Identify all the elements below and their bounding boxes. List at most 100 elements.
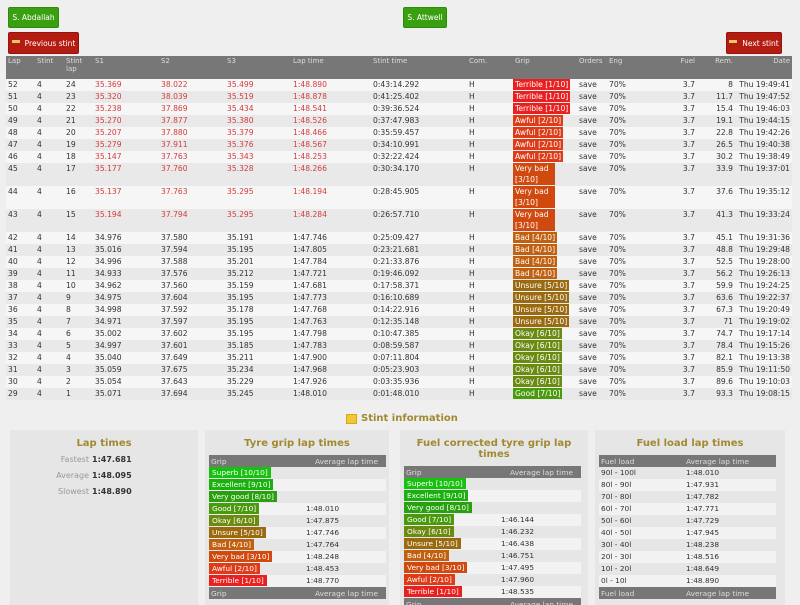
average-lap-time: 1:48.890	[684, 575, 776, 587]
table-row: 70l - 80l 1:47.782	[599, 491, 776, 503]
cell-orders: save	[577, 376, 607, 388]
cell-stint-time: 0:34:10.991	[371, 139, 467, 151]
cell-s1: 34.971	[93, 316, 159, 328]
cell-fuel: 3.7	[655, 316, 697, 328]
cell-grip: Unsure [5/10]	[513, 316, 577, 328]
cell-com: H	[467, 115, 513, 127]
cell-rem: 82.1	[697, 352, 735, 364]
cell-eng: 70%	[607, 256, 655, 268]
grip-badge: Unsure [5/10]	[513, 292, 570, 303]
flag-icon	[729, 40, 738, 43]
average-lap-time: 1:46.144	[499, 514, 581, 526]
cell-rem: 26.5	[697, 139, 735, 151]
cell-stint: 4	[35, 388, 64, 400]
table-row: 40 4 12 34.996 37.588 35.201 1:47.784 0:21:33.8…	[6, 256, 792, 268]
cell-s3: 35.195	[225, 316, 291, 328]
cell-stint-time: 0:41:25.402	[371, 91, 467, 103]
cell-stint-time: 0:23:21.681	[371, 244, 467, 256]
cell-s2: 37.592	[159, 304, 225, 316]
previous-stint-button[interactable]: Previous stint	[8, 32, 79, 54]
average-lap-time: 1:46.232	[499, 526, 581, 538]
cell-s3: 35.245	[225, 388, 291, 400]
average-lap-time: 1:47.945	[684, 527, 776, 539]
cell-date: Thu 19:37:01	[735, 163, 792, 186]
cell-stint: 4	[35, 364, 64, 376]
cell-stint-time: 0:07:11.804	[371, 352, 467, 364]
cell-lap: 40	[6, 256, 35, 268]
cell-lap: 38	[6, 280, 35, 292]
cell-lap-time: 1:47.926	[291, 376, 371, 388]
table-row: 30l - 40l 1:48.238	[599, 539, 776, 551]
table-row: 80l - 90l 1:47.931	[599, 479, 776, 491]
cell-stint: 4	[35, 304, 64, 316]
cell-orders: save	[577, 352, 607, 364]
cell-eng: 70%	[607, 115, 655, 127]
column-header: Fuel	[655, 56, 697, 79]
grip-badge: Awful [2/10]	[404, 574, 455, 585]
table-row: 39 4 11 34.933 37.576 35.212 1:47.721 0:19:46.0…	[6, 268, 792, 280]
cell-eng: 70%	[607, 151, 655, 163]
cell-s3: 35.201	[225, 256, 291, 268]
table-row: 35 4 7 34.971 37.597 35.195 1:47.763 0:12:35.14…	[6, 316, 792, 328]
average-lap-time: 1:47.960	[499, 574, 581, 586]
cell-fuel: 3.7	[655, 163, 697, 186]
cell-stint-lap: 18	[64, 151, 93, 163]
grip-badge: Unsure [5/10]	[513, 304, 570, 315]
cell-lap: 35	[6, 316, 35, 328]
cell-lap: 32	[6, 352, 35, 364]
cell-stint: 4	[35, 256, 64, 268]
next-stint-button[interactable]: Next stint	[726, 32, 782, 54]
cell-date: Thu 19:35:12	[735, 186, 792, 209]
fuel-load-title: Fuel load lap times	[636, 438, 744, 449]
grip-badge: Bad [4/10]	[513, 244, 558, 255]
cell-rem: 15.4	[697, 103, 735, 115]
cell-lap: 41	[6, 244, 35, 256]
cell-com: H	[467, 304, 513, 316]
grip-badge: Unsure [5/10]	[404, 538, 461, 549]
average-lap-time: 1:48.238	[684, 539, 776, 551]
cell-s1: 34.998	[93, 304, 159, 316]
cell-stint-lap: 19	[64, 139, 93, 151]
cell-stint: 4	[35, 328, 64, 340]
grip-badge: Excellent [9/10]	[209, 479, 274, 490]
cell-date: Thu 19:10:03	[735, 376, 792, 388]
cell-s3: 35.434	[225, 103, 291, 115]
cell-grip: Very bad [3/10]	[513, 186, 577, 209]
cell-s1: 35.002	[93, 328, 159, 340]
cell-rem: 56.2	[697, 268, 735, 280]
cell-s2: 37.694	[159, 388, 225, 400]
cell-s1: 35.071	[93, 388, 159, 400]
cell-eng: 70%	[607, 340, 655, 352]
column-header: Date	[735, 56, 792, 79]
cell-fuel: 3.7	[655, 256, 697, 268]
column-header: Grip	[513, 56, 577, 79]
cell-lap: 51	[6, 91, 35, 103]
cell-date: Thu 19:24:25	[735, 280, 792, 292]
cell-eng: 70%	[607, 316, 655, 328]
driver-abdallah-button[interactable]: S. Abdallah	[8, 7, 59, 28]
cell-date: Thu 19:44:15	[735, 115, 792, 127]
cell-s3: 35.499	[225, 79, 291, 91]
lap-time-stat: Slowest 1:48.890	[10, 487, 198, 496]
cell-date: Thu 19:47:52	[735, 91, 792, 103]
cell-lap: 37	[6, 292, 35, 304]
cell-s2: 37.602	[159, 328, 225, 340]
cell-s2: 37.588	[159, 256, 225, 268]
cell-s2: 37.604	[159, 292, 225, 304]
table-row: 29 4 1 35.071 37.694 35.245 1:48.010 0:01:48.01…	[6, 388, 792, 400]
table-row: 60l - 70l 1:47.771	[599, 503, 776, 515]
grip-badge: Very bad [3/10]	[513, 209, 555, 231]
column-header: Average lap time	[684, 455, 776, 467]
cell-s2: 37.911	[159, 139, 225, 151]
cell-lap-time: 1:47.768	[291, 304, 371, 316]
average-lap-time: 1:48.248	[304, 551, 386, 563]
cell-s1: 35.279	[93, 139, 159, 151]
cell-s1: 34.962	[93, 280, 159, 292]
cell-fuel: 3.7	[655, 91, 697, 103]
cell-stint-time: 0:01:48.010	[371, 388, 467, 400]
driver-attwell-button[interactable]: S. Attwell	[403, 7, 447, 28]
cell-eng: 70%	[607, 103, 655, 115]
table-row: 31 4 3 35.059 37.675 35.234 1:47.968 0:05:23.90…	[6, 364, 792, 376]
cell-lap-time: 1:47.900	[291, 352, 371, 364]
cell-s3: 35.379	[225, 127, 291, 139]
